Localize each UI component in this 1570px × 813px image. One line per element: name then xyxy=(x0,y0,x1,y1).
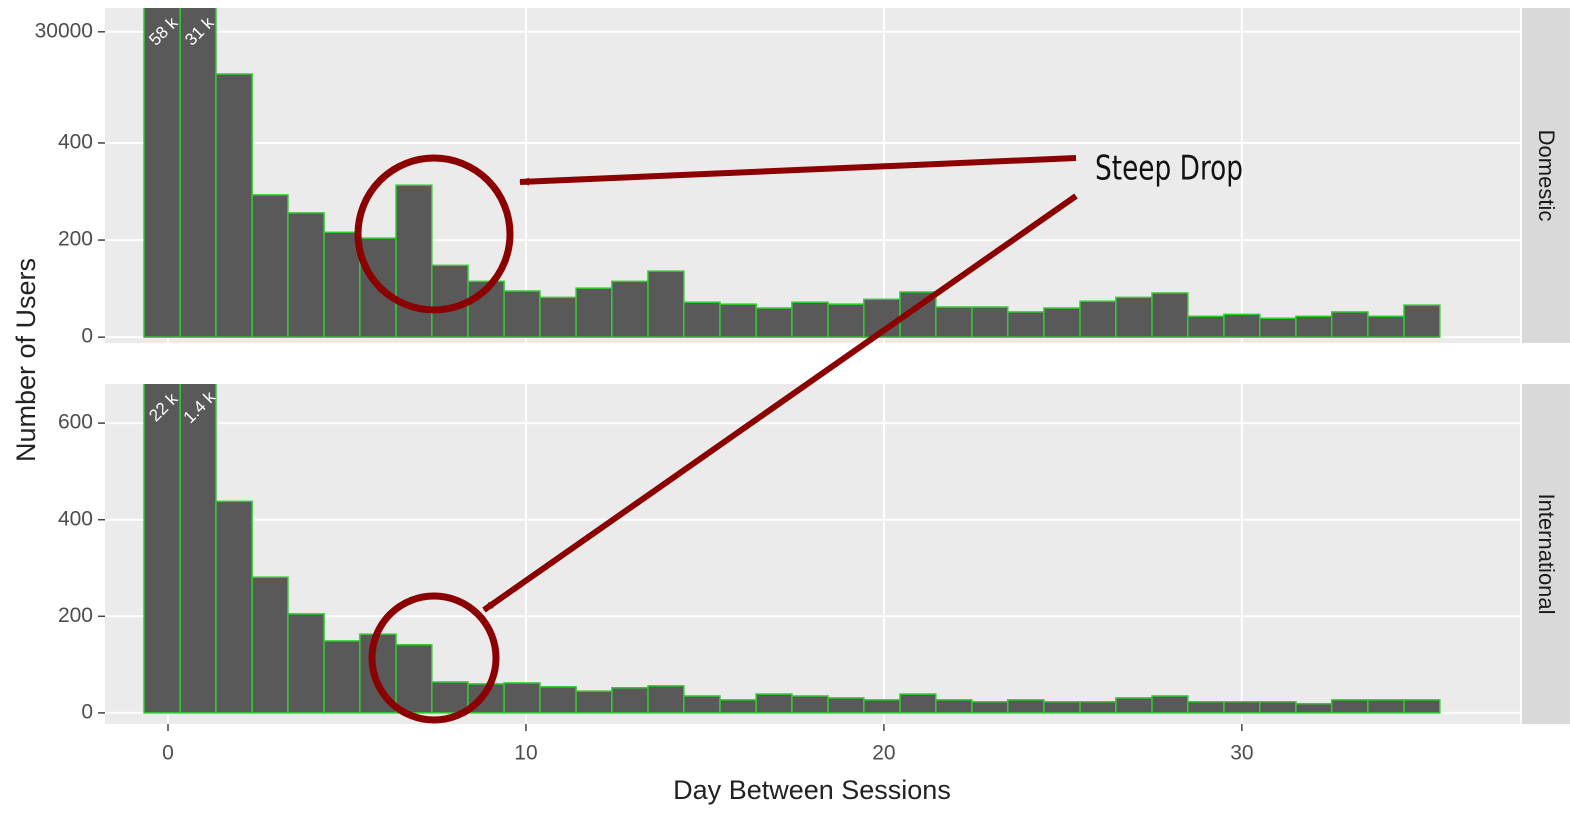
bar xyxy=(1043,307,1081,338)
y-tick-label: 30000 xyxy=(35,19,93,42)
bar xyxy=(143,384,181,714)
bar xyxy=(1330,699,1369,714)
bar xyxy=(1115,697,1153,714)
bar xyxy=(1223,313,1261,338)
bar xyxy=(575,287,613,338)
bar xyxy=(1079,701,1117,714)
bar xyxy=(1259,701,1297,714)
x-tick-label: 10 xyxy=(514,742,537,765)
bar xyxy=(827,303,865,338)
bar xyxy=(1151,695,1189,714)
bar xyxy=(323,640,361,714)
y-tick-label: 400 xyxy=(58,131,93,154)
bar xyxy=(827,697,865,714)
bar xyxy=(1259,317,1297,338)
bar xyxy=(755,693,793,714)
y-axis-label: Number of Users xyxy=(11,258,41,462)
bar xyxy=(215,73,253,338)
annotation xyxy=(354,154,1078,724)
bar xyxy=(899,693,937,714)
y-tick-label: 0 xyxy=(81,700,93,723)
bar xyxy=(251,194,289,338)
x-tick-label: 30 xyxy=(1230,742,1253,765)
bar xyxy=(683,695,721,714)
y-tick-label: 200 xyxy=(58,604,93,627)
strip xyxy=(1522,384,1570,724)
bar xyxy=(1043,701,1081,714)
bar xyxy=(395,644,433,714)
bar xyxy=(179,8,217,338)
bars xyxy=(143,384,1441,714)
highlight-circle xyxy=(354,154,514,314)
bar xyxy=(647,685,685,714)
bar xyxy=(647,270,685,338)
bar xyxy=(323,231,361,338)
y-tick-label: 200 xyxy=(58,228,93,251)
bar xyxy=(1223,701,1261,714)
bar xyxy=(935,306,973,338)
bar xyxy=(1403,699,1441,714)
arrow xyxy=(519,155,1077,186)
y-tick-label: 0 xyxy=(81,325,93,348)
highlight-circle xyxy=(368,592,500,724)
bar xyxy=(143,8,181,338)
strip-label: Domestic xyxy=(1534,130,1559,222)
bar xyxy=(1403,304,1441,338)
bar xyxy=(791,695,829,714)
bar xyxy=(287,212,325,338)
bar xyxy=(539,296,577,338)
bar xyxy=(611,280,649,338)
bar xyxy=(575,690,613,714)
bar xyxy=(719,303,757,338)
bar xyxy=(1007,311,1045,338)
bar xyxy=(431,681,469,714)
bar xyxy=(1079,300,1117,338)
bar xyxy=(1295,315,1333,338)
bar xyxy=(539,686,577,714)
bar xyxy=(935,699,973,714)
bar xyxy=(683,301,721,338)
bar xyxy=(179,384,217,714)
bar xyxy=(1295,702,1333,714)
bar xyxy=(1007,699,1045,714)
bar xyxy=(1367,315,1405,338)
bar xyxy=(863,699,901,714)
bar xyxy=(503,682,541,714)
bar xyxy=(971,701,1009,714)
strip xyxy=(1522,8,1570,343)
bar xyxy=(1187,701,1225,714)
arrow xyxy=(482,193,1078,613)
bar xyxy=(251,576,289,714)
bar xyxy=(215,500,253,714)
strip-label: International xyxy=(1534,493,1559,614)
bar xyxy=(755,307,793,338)
bar xyxy=(1187,315,1225,338)
bar xyxy=(287,613,325,714)
bar xyxy=(971,306,1009,338)
bar xyxy=(395,184,433,338)
x-tick-label: 0 xyxy=(162,742,174,765)
bar xyxy=(611,687,649,714)
x-tick-label: 20 xyxy=(872,742,895,765)
y-tick-label: 400 xyxy=(58,507,93,530)
bars xyxy=(143,8,1441,338)
bar xyxy=(719,699,757,714)
bar xyxy=(1115,296,1153,338)
bar xyxy=(503,290,541,338)
annotation-text: Steep Drop xyxy=(1095,149,1243,189)
bar xyxy=(791,301,829,338)
bar xyxy=(1330,311,1369,338)
bar xyxy=(1151,292,1189,338)
bar xyxy=(1367,699,1405,714)
y-tick-label: 600 xyxy=(58,411,93,434)
x-axis-label: Day Between Sessions xyxy=(673,775,951,805)
